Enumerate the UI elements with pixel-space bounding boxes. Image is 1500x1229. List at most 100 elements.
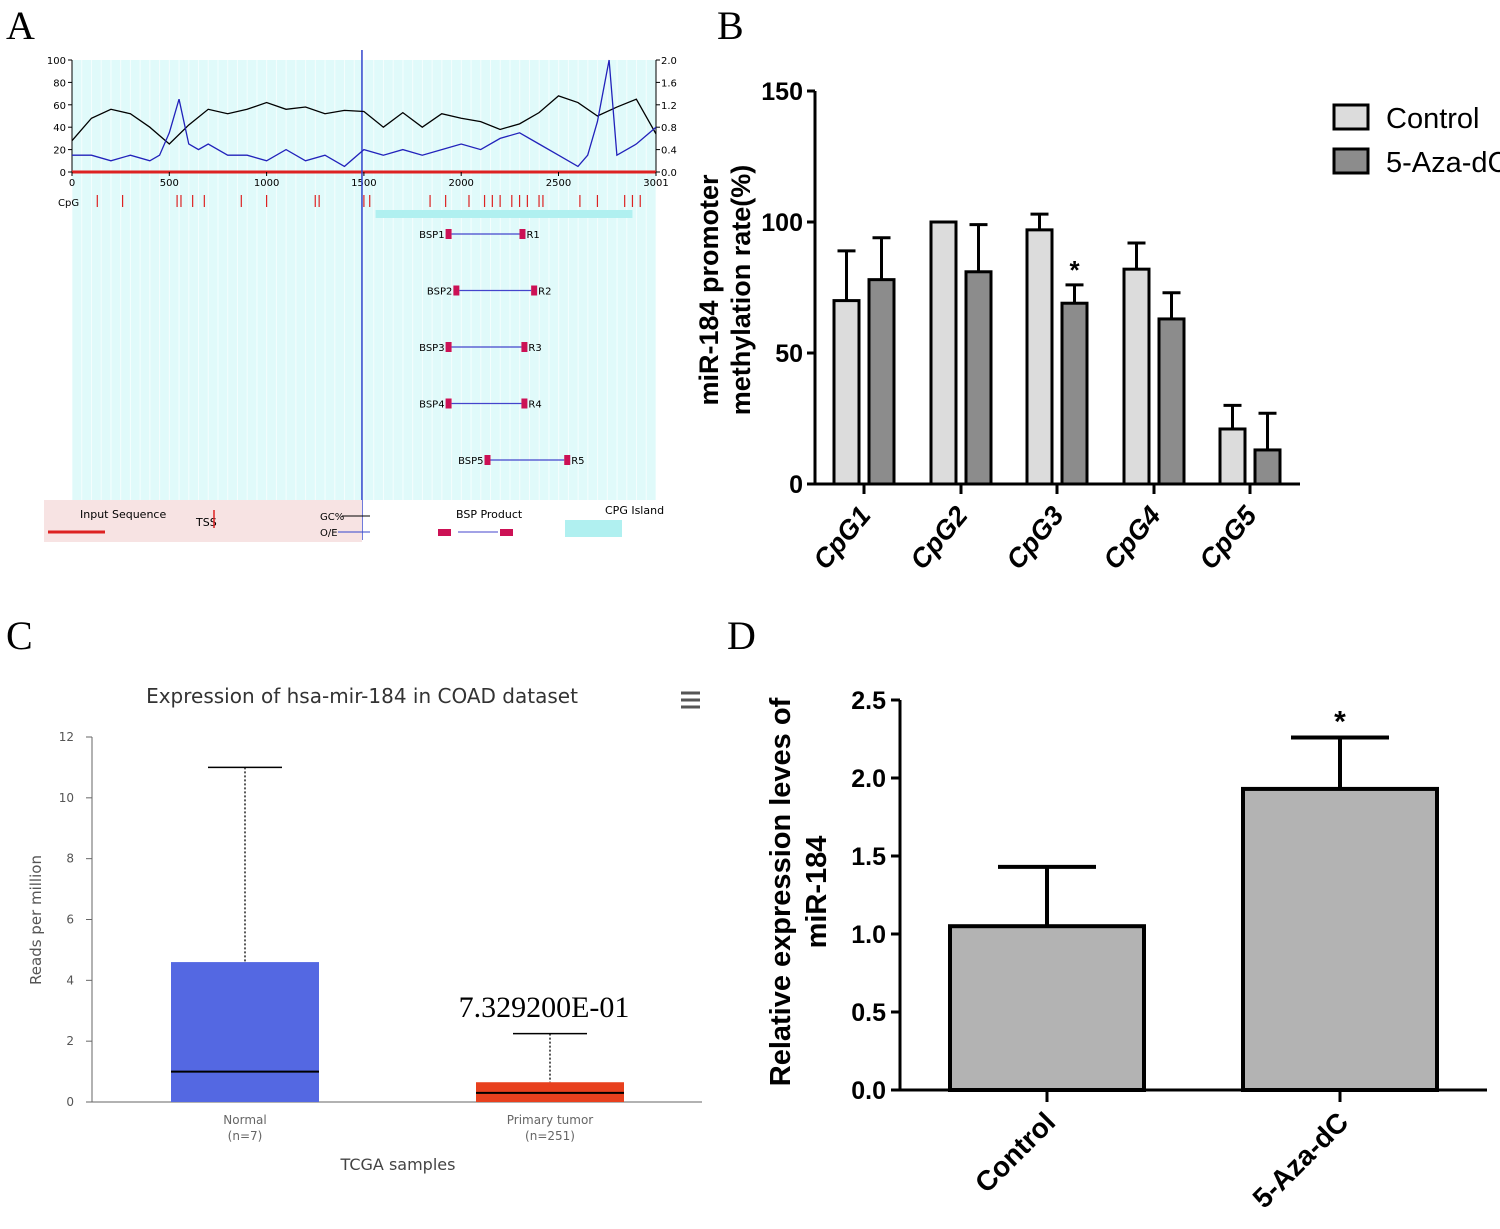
bsp-forward-primer [453,285,460,296]
y-tick-label: 50 [775,340,803,368]
y-tick-label: 0 [66,1095,74,1109]
legend-swatch-1 [1332,147,1370,175]
bsp-forward-primer [445,398,452,409]
box-normal [171,962,319,1102]
y-left-tick-label: 60 [53,101,66,112]
y-axis-label: Reads per million [27,855,45,985]
menu-icon-bar [681,698,700,702]
significance-star: * [1334,705,1346,738]
y-axis-label-line: methylation rate(%) [726,165,756,416]
x-tick-label: Control [969,1106,1061,1198]
bar-5-aza-dc-cpg4 [1157,317,1186,486]
y-right-tick-label: 2.0 [661,56,677,67]
legend-background [44,500,362,542]
y-tick-label: 0 [789,471,803,499]
bar-control-cpg5 [1218,427,1247,486]
y-left-tick-label: 0 [60,168,66,179]
x-tick-label: 2000 [448,178,473,189]
bar-control-cpg2 [929,220,958,486]
y-tick-label: 1.0 [851,921,886,949]
y-tick-label: 1.5 [851,843,886,871]
bsp-product-label: BSP4 [419,400,444,411]
y-tick-label: 2.0 [851,765,886,793]
bsp-product-label: BSP2 [427,287,452,298]
p-value-annotation: 7.329200E-01 [459,991,630,1024]
legend-input-sequence-label: Input Sequence [80,508,166,521]
bsp-reverse-primer [521,342,528,352]
x-category-label: Primary tumor [507,1113,594,1127]
legend-primer-swatch [500,529,513,536]
cpg-island-bar [375,210,633,218]
legend-oe-label: O/E [320,528,338,539]
x-tick-label: 500 [160,178,179,189]
bsp-product-label: BSP3 [419,343,444,354]
legend-swatch-0 [1332,103,1370,131]
legend-tss-label: TSS [195,516,217,529]
x-tick-label: 5-Aza-dC [1247,1106,1355,1214]
bar-control-cpg4 [1122,267,1151,486]
bar-5-aza-dc-cpg5 [1253,448,1282,486]
x-tick-label: 3001 [643,178,668,189]
bsp-product-label: BSP1 [419,230,444,241]
y-left-tick-label: 80 [53,78,66,89]
x-tick-label: 1500 [351,178,376,189]
bsp-reverse-label: R2 [538,287,551,298]
y-right-tick-label: 0.0 [661,168,677,179]
y-tick-label: 4 [66,973,74,987]
cpg-row-label: CpG [58,198,79,209]
bsp-reverse-primer [564,455,571,465]
bsp-forward-primer [445,229,452,239]
legend-label-0: Control [1386,103,1480,135]
menu-icon-bar [681,691,700,695]
legend-gc-label: GC% [320,512,344,523]
y-right-tick-label: 1.2 [661,101,677,112]
y-left-tick-label: 100 [47,56,66,67]
bsp-reverse-label: R4 [528,400,541,411]
bsp-reverse-label: R1 [526,230,539,241]
legend-label-1: 5-Aza-dC [1386,147,1500,179]
y-axis-label: Relative expression leves of miR-184 [765,697,833,1086]
x-axis-label: TCGA samples [340,1155,456,1174]
y-right-tick-label: 1.6 [661,78,677,89]
panel-a-methprimer-chart: 0 20 40 60 80 100 0.0 0.4 0.8 1.2 1.6 2.0 0 500 1000 15… [44,50,677,542]
gc-content-line [71,95,657,145]
panel-b-letter: B [717,3,744,48]
x-category-sublabel: (n=251) [525,1129,575,1143]
y-tick-label: 6 [66,913,74,927]
y-tick-label: 8 [66,852,74,866]
y-tick-label: 2.5 [851,687,886,715]
bsp-forward-primer [484,455,491,465]
x-tick-label: 0 [69,178,75,189]
y-tick-label: 0.0 [851,1077,886,1105]
bar-control-cpg1 [832,299,861,486]
bsp-reverse-primer [519,229,526,239]
panel-c-letter: C [6,613,33,658]
legend-primer-swatch [438,529,451,536]
y-left-tick-label: 20 [53,146,66,157]
bsp-forward-primer [445,342,452,352]
panel-b-methylation-bar-chart: 0 50 100 150 miR-184 promotermethylation rat… [694,78,1500,575]
panel-c-boxplot: Expression of hsa-mir-184 in COAD datase… [27,684,702,1174]
y-right-tick-label: 0.8 [661,123,677,134]
bar-5-aza-dc-cpg1 [867,278,896,486]
bar-5-aza-dc [1241,786,1439,1092]
legend-bsp-product-label: BSP Product [456,508,523,521]
bar-control [948,924,1146,1093]
bar-5-aza-dc-cpg2 [964,270,993,486]
y-axis-label-line: miR-184 promoter [694,174,724,406]
significance-star: * [1069,255,1080,285]
x-tick-label: 2500 [546,178,571,189]
panel-a-letter: A [6,3,35,48]
bsp-reverse-label: R5 [571,456,584,467]
y-tick-label: 100 [761,209,803,237]
hamburger-menu-icon [681,691,700,709]
x-category-label: Normal [223,1113,266,1127]
y-axis-label-line: Relative expression leves of [765,697,797,1086]
bsp-product-label: BSP5 [458,456,483,467]
oe-ratio-line [72,59,657,168]
legend-cpg-island-swatch [565,520,622,537]
bsp-reverse-primer [521,398,528,409]
y-axis-label-line: miR-184 [801,836,833,949]
bsp-reverse-primer [531,285,538,296]
